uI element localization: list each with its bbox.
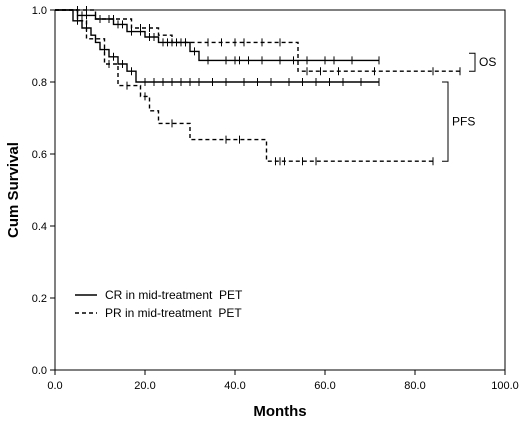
x-tick-label: 40.0	[224, 380, 245, 392]
x-tick-label: 80.0	[404, 380, 425, 392]
annotation-os: OS	[469, 52, 496, 72]
legend: CR in mid-treatment PET PR in mid-treatme…	[75, 288, 243, 320]
curve-pfs-pr	[55, 9, 434, 166]
curve-os-pr	[55, 6, 461, 76]
curve-line	[55, 9, 379, 62]
x-tick-label: 0.0	[47, 380, 62, 392]
plot-frame	[54, 9, 506, 371]
x-axis-title: Months	[253, 403, 306, 420]
y-tick-label: 0.6	[32, 149, 47, 161]
x-tick-label: 60.0	[314, 380, 335, 392]
annotation-bracket	[442, 81, 449, 162]
annotation-label: PFS	[452, 115, 475, 129]
legend-item: CR in mid-treatment PET	[75, 288, 243, 302]
annotation-bracket	[469, 52, 476, 72]
annotation-label: OS	[479, 55, 496, 69]
annotation-pfs: PFS	[442, 81, 475, 162]
curve-annotations: OS PFS	[442, 52, 496, 162]
survival-curves	[55, 6, 461, 166]
curve-line	[55, 9, 433, 162]
y-tick-label: 0.8	[32, 77, 47, 89]
y-tick-label: 0.4	[32, 221, 47, 233]
y-tick-label: 0.0	[32, 365, 47, 377]
legend-item: PR in mid-treatment PET	[75, 306, 242, 320]
y-tick-label: 1.0	[32, 5, 47, 17]
legend-label: PR in mid-treatment PET	[105, 306, 242, 320]
x-tick-label: 100.0	[491, 380, 519, 392]
y-axis-title: Cum Survival	[5, 142, 22, 238]
x-tick-label: 20.0	[134, 380, 155, 392]
y-axis-ticks: 0.0 0.2 0.4 0.6 0.8 1.0	[32, 5, 55, 377]
legend-label: CR in mid-treatment PET	[105, 288, 243, 302]
curve-line	[55, 9, 460, 72]
x-axis-ticks: 0.0 20.0 40.0 60.0 80.0 100.0	[47, 370, 519, 392]
y-tick-label: 0.2	[32, 293, 47, 305]
